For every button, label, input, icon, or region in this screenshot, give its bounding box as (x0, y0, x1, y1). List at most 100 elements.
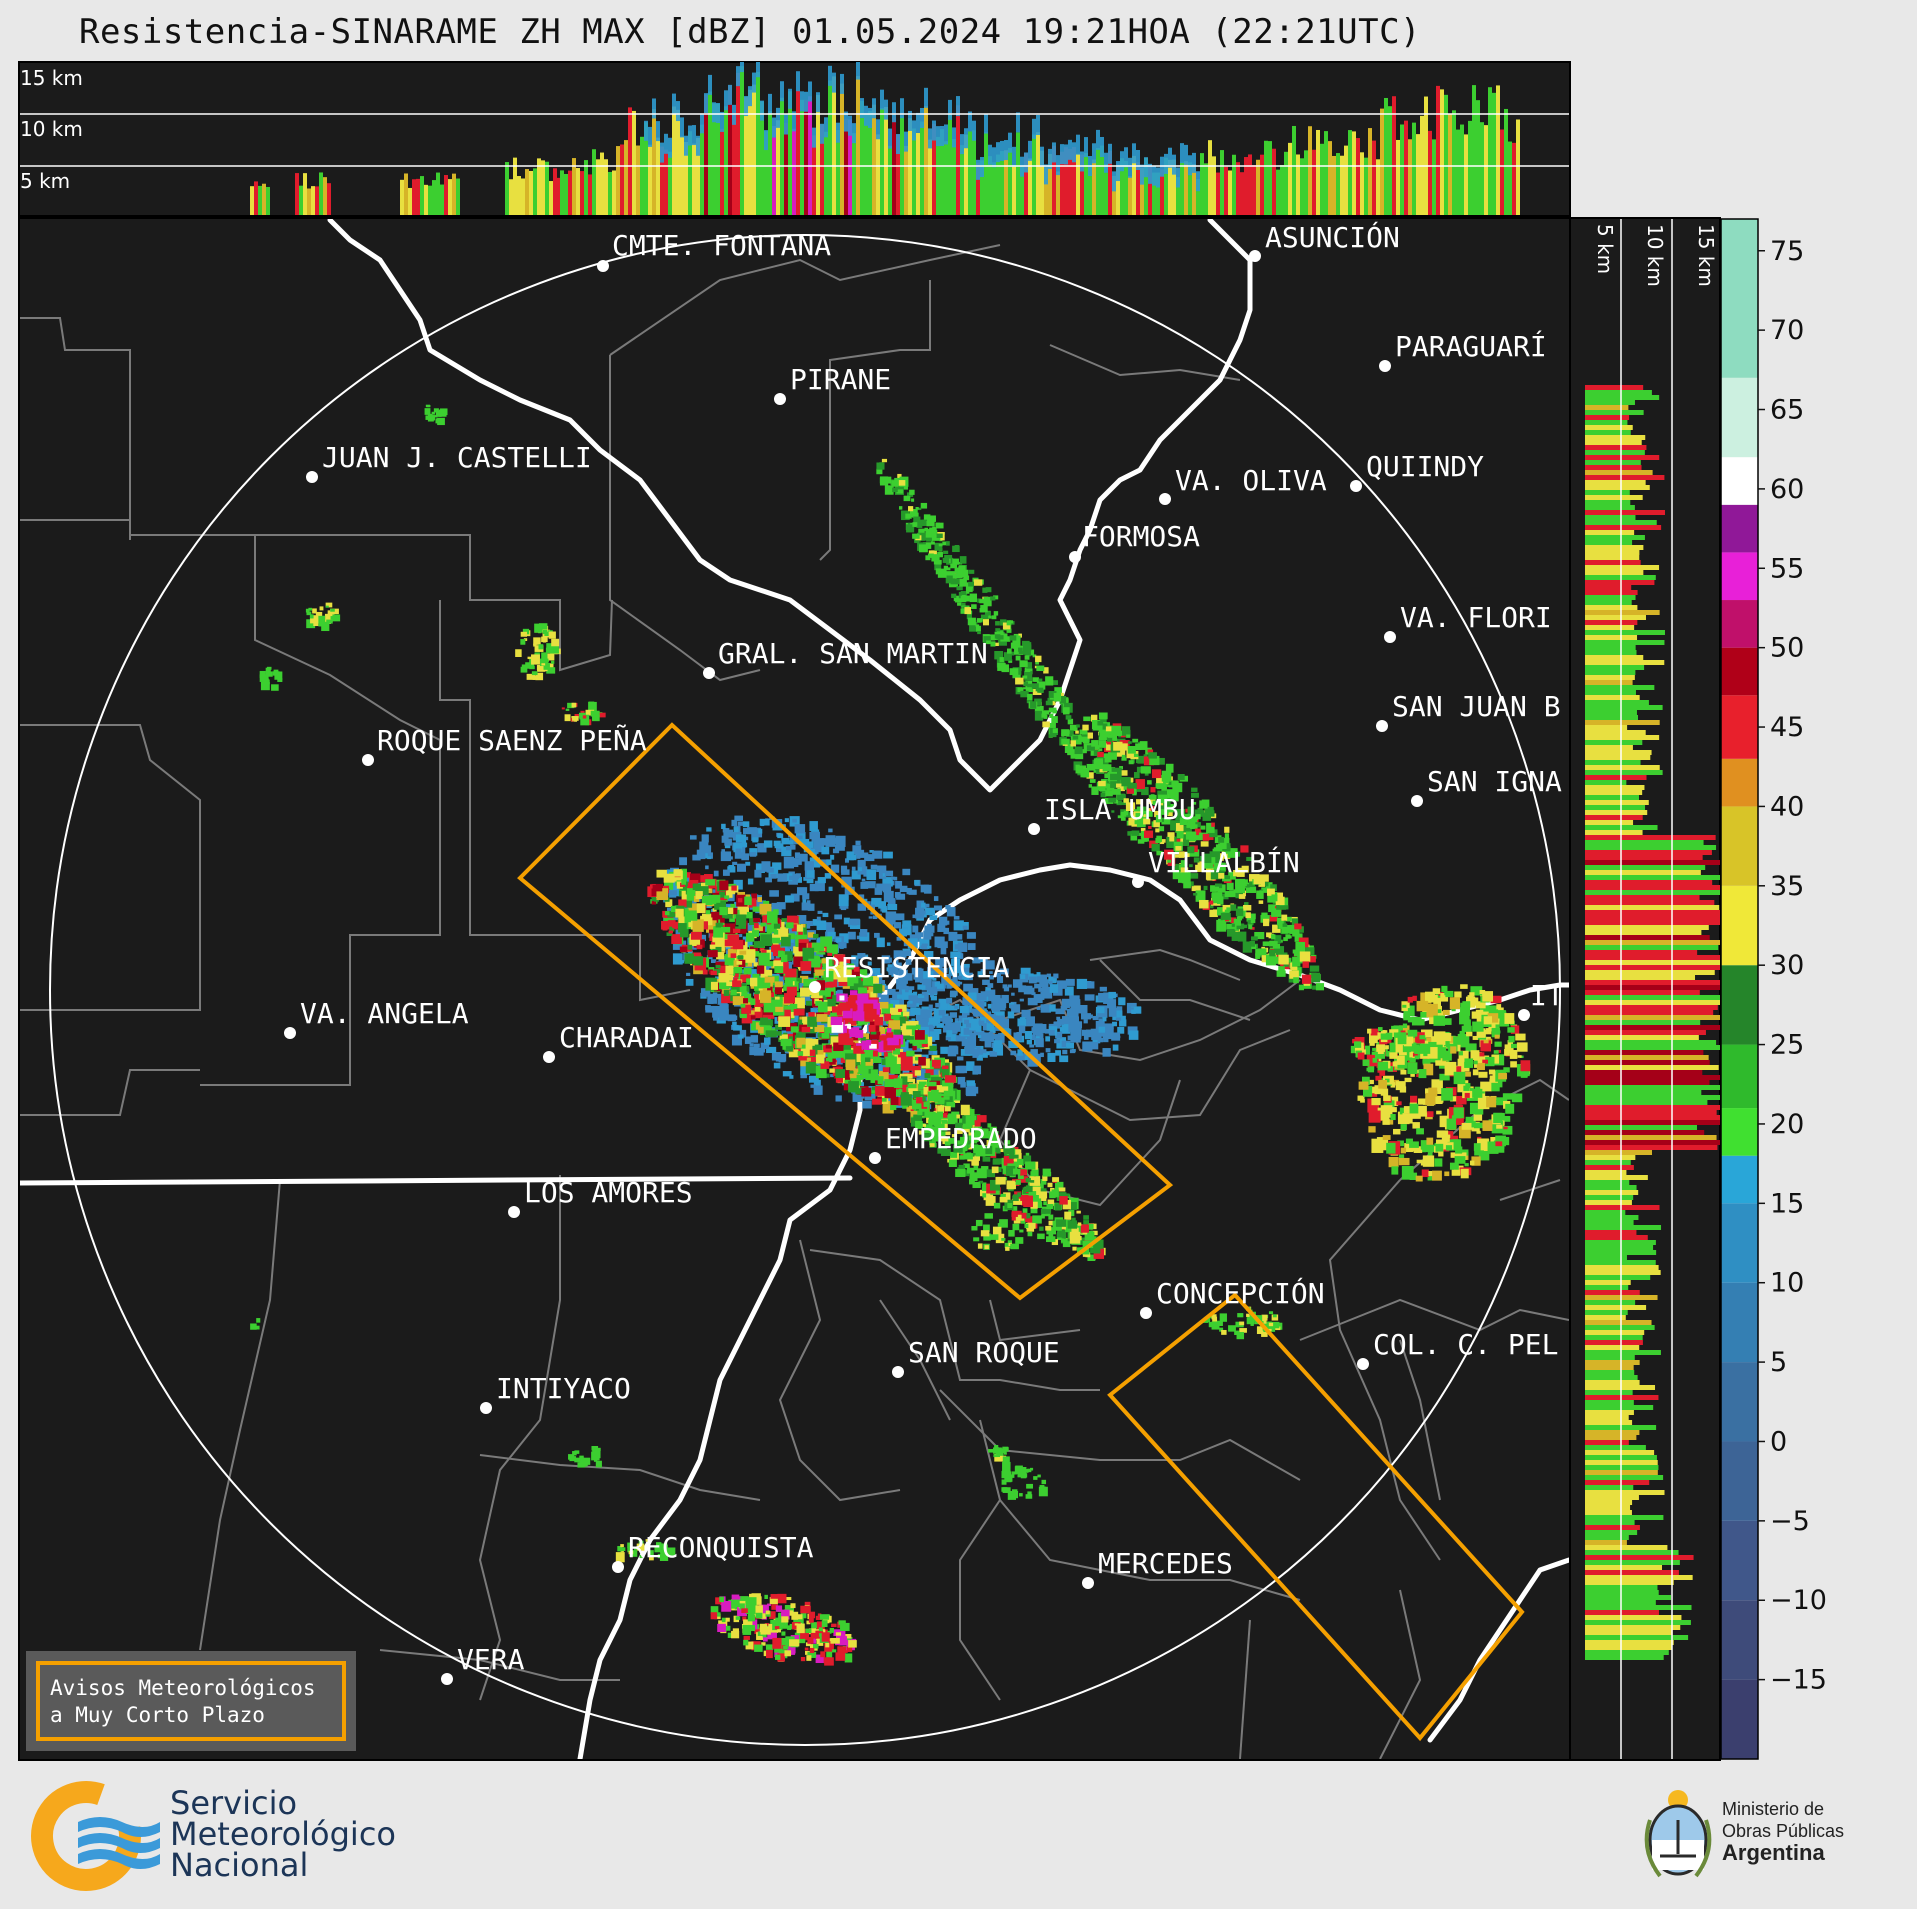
echo-cell (835, 1069, 846, 1079)
echo-cell (770, 874, 777, 879)
echo-cell (1018, 985, 1027, 993)
top-echo-column (1132, 143, 1136, 164)
echo-cell (722, 907, 733, 919)
echo-cell (781, 837, 790, 845)
echo-cell (929, 1143, 935, 1147)
echo-cell (1085, 1253, 1091, 1258)
echo-cell (777, 873, 788, 882)
echo-cell (661, 920, 671, 930)
echo-cell (1224, 891, 1232, 898)
echo-cell (992, 1035, 997, 1040)
echo-cell (1200, 841, 1209, 847)
echo-cell (1396, 1055, 1405, 1065)
echo-cell (966, 1167, 975, 1174)
echo-cell (962, 594, 966, 598)
echo-cell (669, 926, 675, 932)
top-echo-column (656, 121, 660, 142)
top-echo-column (676, 109, 680, 215)
top-echo-column (824, 117, 828, 138)
top-echo-column (1476, 100, 1480, 215)
echo-cell (892, 962, 902, 970)
echo-cell (1511, 1093, 1523, 1103)
echo-cell (887, 1052, 895, 1059)
echo-cell (927, 1091, 938, 1102)
top-echo-column (876, 134, 880, 215)
echo-cell (933, 905, 943, 911)
echo-cell (1067, 718, 1074, 725)
top-echo-column (517, 176, 521, 215)
echo-cell (1025, 1152, 1030, 1157)
echo-cell (955, 1122, 963, 1129)
top-echo-column (896, 134, 900, 215)
echo-cell (1121, 802, 1126, 806)
echo-cell (801, 924, 806, 928)
echo-cell (1031, 1027, 1039, 1034)
echo-cell (803, 841, 814, 853)
echo-cell (759, 903, 772, 915)
echo-cell (1032, 1215, 1042, 1224)
echo-cell (805, 1012, 810, 1017)
echo-cell (844, 858, 849, 863)
echo-cell (1088, 784, 1092, 788)
top-echo-column (692, 125, 696, 146)
echo-cell (838, 978, 848, 987)
echo-cell (1114, 799, 1119, 804)
echo-cell (1465, 1116, 1476, 1128)
top-echo-column (652, 109, 656, 215)
top-echo-column (1284, 151, 1288, 215)
echo-cell (727, 1014, 736, 1022)
echo-cell (1012, 1194, 1019, 1201)
echo-cell (1476, 1062, 1485, 1071)
echo-cell (763, 900, 770, 907)
echo-cell (727, 948, 737, 958)
top-echo-column (1076, 153, 1080, 215)
top-echo-column (1172, 159, 1176, 215)
echo-cell (754, 869, 762, 878)
echo-cell (909, 1098, 918, 1107)
border-py1 (1049, 344, 1241, 381)
echo-cell (695, 891, 703, 900)
echo-cell (734, 966, 743, 974)
echo-cell (748, 898, 757, 908)
echo-cell (890, 1015, 896, 1020)
top-echo-column (656, 137, 660, 215)
echo-cell (1511, 1043, 1517, 1049)
top-echo-column (1152, 165, 1156, 186)
echo-cell (851, 870, 861, 880)
top-echo-column (792, 111, 796, 132)
echo-cell (830, 864, 840, 873)
echo-cell (868, 1024, 876, 1032)
echo-cell (1127, 746, 1136, 754)
top-echo-column (772, 126, 776, 215)
top-echo-column (1352, 131, 1356, 215)
echo-cell (1075, 751, 1084, 760)
top-echo-column (1036, 132, 1040, 215)
echo-cell (1174, 854, 1181, 858)
echo-cell (1402, 1023, 1408, 1029)
echo-cell (1110, 734, 1118, 741)
echo-cell (739, 907, 747, 915)
top-echo-column (872, 104, 876, 215)
echo-cell (1161, 770, 1172, 782)
echo-cell (801, 902, 811, 911)
echo-cell (1420, 1140, 1431, 1150)
top-echo-column (1124, 147, 1128, 168)
top-echo-column (768, 111, 772, 215)
echo-cell (942, 1065, 949, 1071)
echo-cell (1405, 1032, 1410, 1036)
echo-cell (899, 885, 908, 893)
border-w5 (439, 600, 691, 1002)
echo-cell (786, 915, 799, 924)
echo-cell (1424, 991, 1436, 1003)
echo-cell (1040, 1208, 1046, 1214)
echo-cell (742, 821, 750, 828)
echo-cell (1046, 1236, 1056, 1243)
echo-cell (878, 1001, 889, 1009)
top-echo-column (1180, 143, 1184, 164)
echo-cell (954, 1005, 958, 1009)
echo-cell (1149, 755, 1160, 766)
echo-cell (790, 844, 796, 850)
top-echo-column (1152, 172, 1156, 215)
echo-cell (886, 1074, 898, 1082)
echo-cell (938, 998, 948, 1010)
